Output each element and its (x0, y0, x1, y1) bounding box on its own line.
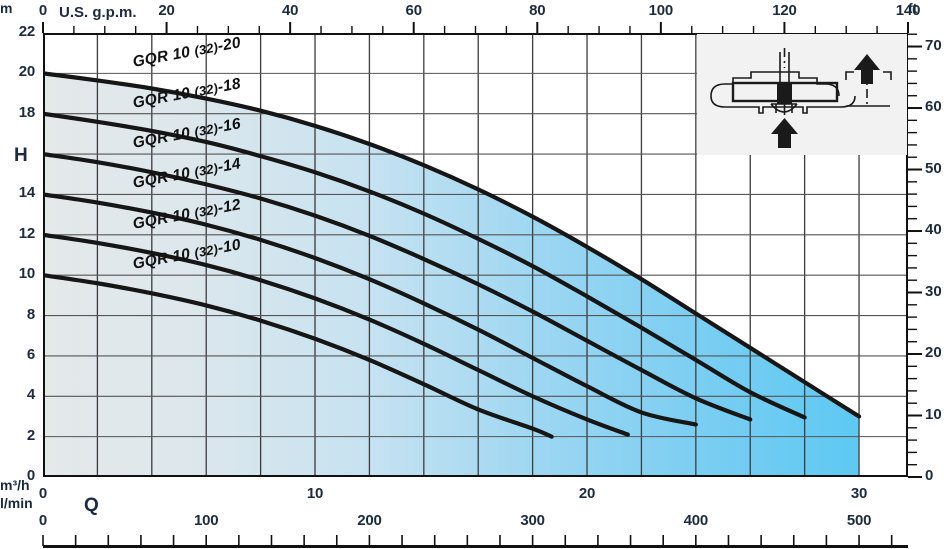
top-tick-80: 80 (517, 2, 557, 19)
bottom-m3h-tick-20: 20 (562, 485, 612, 502)
top-tick-120: 120 (764, 2, 804, 19)
right-axis-head-ft: 010203040607050 ft (908, 0, 950, 549)
bottom-m3h-tick-30: 30 (834, 485, 884, 502)
curve-label-size: (32) (193, 120, 219, 139)
bottom-lmin-tick-100: 100 (176, 512, 236, 529)
bottom-lmin-tick-300: 300 (503, 512, 563, 529)
pump-performance-chart: GQR 10 (32)-20GQR 10 (32)-18GQR 10 (32)-… (0, 0, 950, 549)
left-tick-4: 4 (0, 386, 35, 403)
left-tick-20: 20 (0, 63, 35, 80)
curve-label-variant: -12 (216, 196, 242, 217)
bottom-lmin-tick-200: 200 (339, 512, 399, 529)
curve-label-size: (32) (193, 201, 219, 220)
curve-label-variant: -10 (216, 236, 242, 257)
curve-label-size: (32) (193, 161, 219, 180)
left-axis-unit: m (0, 0, 12, 16)
curve-label-size: (32) (193, 40, 219, 59)
top-axis-title: U.S. g.p.m. (59, 4, 137, 21)
outlet-arrow-icon (854, 54, 880, 84)
right-tick-30: 30 (925, 283, 942, 300)
right-tick-20: 20 (925, 344, 942, 361)
left-tick-2: 2 (0, 427, 35, 444)
left-tick-18: 18 (0, 104, 35, 121)
top-tick-40: 40 (270, 2, 310, 19)
left-tick-8: 8 (0, 306, 35, 323)
pump-cross-section-diagram (697, 34, 907, 155)
bottom-axis-lmin-ticks (0, 535, 950, 549)
bottom-axes: 0102030 Q m³/h 0100200300400500 l/min (0, 477, 950, 549)
curve-label-variant: -18 (216, 75, 242, 96)
right-tick-50: 50 (925, 160, 942, 177)
left-tick-6: 6 (0, 346, 35, 363)
bottom-lmin-tick-0: 0 (13, 512, 73, 529)
right-tick-70: 70 (925, 37, 942, 54)
top-tick-20: 20 (147, 2, 187, 19)
bottom-m3h-tick-10: 10 (290, 485, 340, 502)
curve-label-variant: -20 (216, 34, 242, 55)
plot-area: GQR 10 (32)-20GQR 10 (32)-18GQR 10 (32)-… (43, 33, 908, 477)
bottom-axis-symbol: Q (84, 495, 99, 517)
left-tick-12: 12 (0, 225, 35, 242)
top-axis-ticks (0, 22, 950, 34)
right-tick-60: 60 (925, 98, 942, 115)
top-tick-100: 100 (641, 2, 681, 19)
top-tick-60: 60 (394, 2, 434, 19)
curve-label-variant: -14 (216, 156, 242, 177)
curve-label-size: (32) (193, 241, 219, 260)
left-axis-symbol: H (14, 145, 28, 167)
bottom-m3h-tick-0: 0 (18, 485, 68, 502)
inlet-arrow-icon (771, 118, 798, 148)
curve-label-variant: -16 (216, 115, 242, 136)
bottom-lmin-tick-400: 400 (666, 512, 726, 529)
right-tick-10: 10 (925, 406, 942, 423)
bottom-lmin-tick-500: 500 (829, 512, 889, 529)
curve-label-size: (32) (193, 80, 219, 99)
left-axis-head-m: 02468101214182022 H m (0, 0, 43, 549)
right-tick-40: 40 (925, 221, 942, 238)
left-tick-10: 10 (0, 265, 35, 282)
left-tick-22: 22 (0, 23, 35, 40)
top-axis-usgpm: 020406080100120140 U.S. g.p.m. (0, 0, 950, 33)
right-axis-ticks (908, 0, 924, 549)
left-tick-14: 14 (0, 184, 35, 201)
